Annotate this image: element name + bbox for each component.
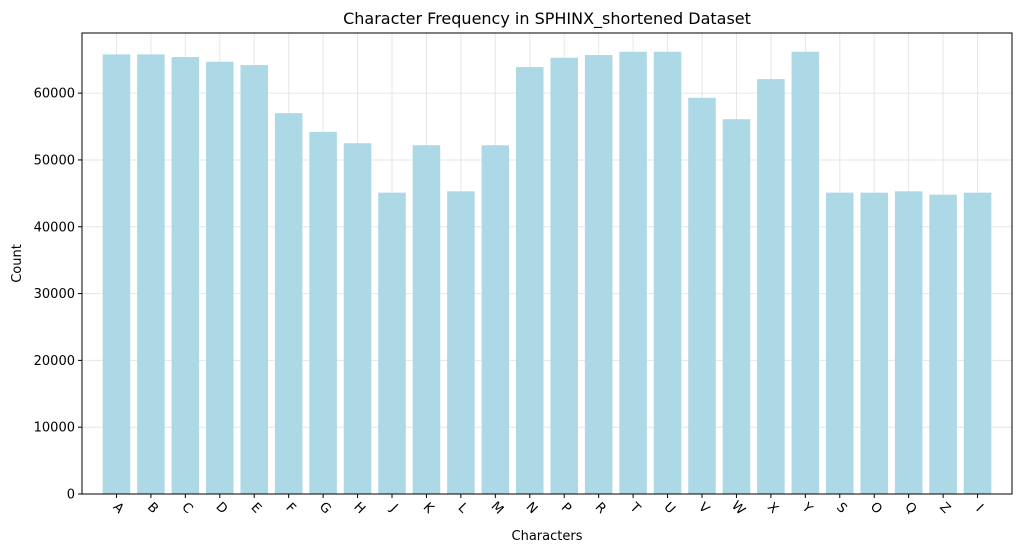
bar-Q (894, 191, 923, 494)
x-tick-label-F: F (282, 500, 298, 516)
y-tick-label: 60000 (34, 87, 75, 102)
x-tick-label-J: J (386, 501, 400, 515)
bar-I (963, 192, 992, 495)
bar-C (171, 57, 200, 494)
bar-U (653, 51, 682, 494)
x-tick-label-I: I (973, 502, 986, 515)
bar-X (757, 79, 785, 494)
y-tick-label: 30000 (34, 287, 75, 302)
bar-L (447, 191, 475, 494)
bar-N (516, 67, 544, 494)
x-tick-label-V: V (695, 500, 712, 517)
bar-B (137, 54, 165, 495)
bar-M (481, 145, 510, 495)
x-tick-label-O: O (867, 499, 885, 517)
y-axis-label: Count (10, 244, 25, 283)
bar-Z (929, 194, 957, 494)
x-axis-label: Characters (512, 529, 583, 544)
bar-S (826, 192, 854, 495)
x-tick-label-D: D (213, 500, 231, 518)
y-tick-label: 0 (67, 488, 75, 503)
x-tick-label-C: C (178, 500, 195, 517)
bar-D (206, 61, 234, 495)
x-tick-label-M: M (488, 499, 507, 518)
y-tick-label: 10000 (34, 421, 75, 436)
x-tick-label-B: B (144, 500, 161, 517)
y-axis-ticks: 0 10000 20000 30000 40000 50000 60000 (34, 87, 82, 503)
x-tick-label-Q: Q (901, 499, 919, 517)
bar-E (240, 65, 268, 494)
bar-F (274, 113, 303, 494)
x-tick-label-T: T (626, 500, 643, 517)
bar-W (722, 119, 751, 495)
x-tick-label-N: N (523, 500, 540, 517)
x-tick-label-G: G (316, 499, 334, 517)
bar-K (412, 145, 441, 495)
x-tick-label-L: L (455, 500, 471, 516)
x-tick-label-Y: Y (798, 500, 815, 517)
y-tick-label: 40000 (34, 220, 75, 235)
bar-R (584, 55, 613, 495)
x-tick-label-R: R (592, 500, 609, 517)
x-tick-label-X: X (764, 500, 781, 517)
x-tick-label-K: K (420, 500, 437, 517)
x-tick-label-S: S (833, 500, 849, 516)
bar-O (860, 192, 888, 495)
x-tick-label-P: P (558, 500, 574, 516)
plot-frame (81, 32, 1013, 495)
bars (102, 51, 992, 495)
bar-V (688, 97, 716, 494)
x-tick-label-U: U (661, 500, 678, 517)
y-tick-label: 20000 (34, 354, 75, 369)
bar-T (619, 51, 647, 494)
bar-H (343, 143, 372, 494)
x-tick-label-Z: Z (936, 500, 953, 517)
y-tick-label: 50000 (34, 153, 75, 168)
bar-J (378, 192, 406, 495)
bar-Y (791, 51, 820, 494)
x-tick-label-W: W (728, 499, 748, 519)
x-tick-label-E: E (248, 500, 264, 516)
x-tick-label-H: H (350, 500, 368, 518)
bar-G (309, 131, 337, 494)
bar-A (102, 54, 131, 495)
chart-title: Character Frequency in SPHINX_shortened … (343, 9, 751, 29)
x-tick-label-A: A (110, 500, 127, 517)
bar-P (550, 57, 578, 495)
